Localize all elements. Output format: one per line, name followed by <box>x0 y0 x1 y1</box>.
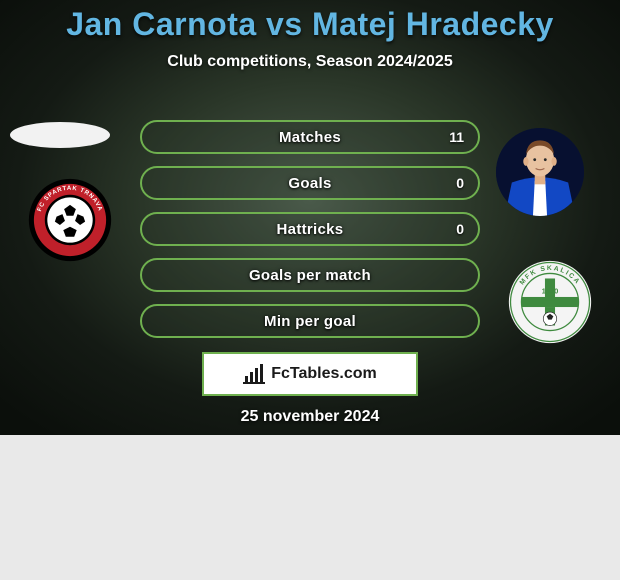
page-title: Jan Carnota vs Matej Hradecky <box>0 6 620 43</box>
stat-value-right: 0 <box>456 221 464 237</box>
content: Jan Carnota vs Matej Hradecky Club compe… <box>0 0 620 71</box>
stat-row: Matches 11 <box>140 120 480 154</box>
club-crest-right: 1920 MFK SKALICA <box>508 260 592 344</box>
subtitle: Club competitions, Season 2024/2025 <box>0 53 620 71</box>
player-photo-right <box>496 128 584 216</box>
brand-box: FcTables.com <box>202 352 418 396</box>
stat-value-right: 11 <box>449 129 464 145</box>
stat-row: Hattricks 0 <box>140 212 480 246</box>
stat-label: Matches <box>279 129 341 146</box>
bar-chart-icon <box>243 364 265 384</box>
player-left-placeholder <box>10 122 110 148</box>
stat-label: Goals <box>288 175 331 192</box>
stat-value-right: 0 <box>456 175 464 191</box>
stat-label: Min per goal <box>264 313 356 330</box>
date-label: 25 november 2024 <box>0 408 620 426</box>
stat-row: Min per goal <box>140 304 480 338</box>
stat-label: Goals per match <box>249 267 371 284</box>
stat-label: Hattricks <box>277 221 344 238</box>
stats-list: Matches 11 Goals 0 Hattricks 0 Goals per… <box>140 120 480 350</box>
brand-text: FcTables.com <box>271 365 377 383</box>
club-right-year: 1920 <box>542 287 559 296</box>
stat-row: Goals per match <box>140 258 480 292</box>
stat-row: Goals 0 <box>140 166 480 200</box>
club-crest-left: FC SPARTAK TRNAVA <box>28 178 112 262</box>
